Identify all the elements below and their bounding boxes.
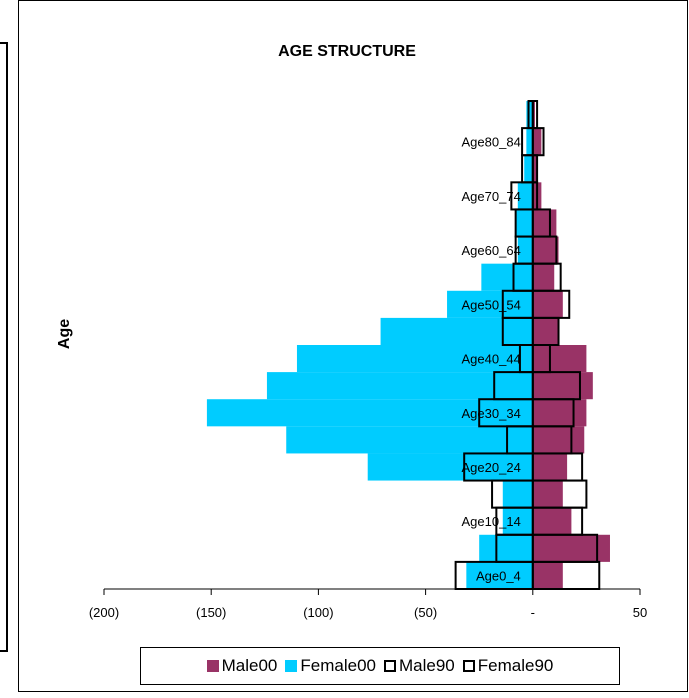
bar-female00-age70-74 — [517, 182, 533, 210]
bar-male00-age20-24 — [532, 453, 568, 481]
x-tick-label: (200) — [89, 605, 119, 620]
legend-item-female90: Female90 — [462, 656, 554, 676]
legend-swatch-female00 — [285, 660, 298, 672]
bar-female00-age35-39 — [266, 372, 533, 400]
legend-item-male90: Male90 — [384, 656, 455, 676]
bar-female00-age25-29 — [286, 426, 533, 454]
plot-area: (200) (150) (100) (50) - 50 Age0_4 Age10_14 Age2… — [89, 100, 647, 620]
adjacent-panel-edge — [0, 42, 8, 652]
bar-male00-age60-64 — [532, 236, 559, 264]
bar-male00-age25-29 — [532, 426, 585, 454]
chart-title: AGE STRUCTURE — [278, 43, 416, 60]
bar-female00-age50-54 — [447, 290, 533, 318]
bar-female00-age80-84 — [526, 128, 533, 156]
bar-female00-age15-19 — [502, 480, 533, 508]
x-tick-label: (100) — [303, 605, 333, 620]
bar-male00-age45-49 — [532, 317, 559, 345]
bar-male00-age50-54 — [532, 290, 563, 318]
bar-female00-age20-24 — [367, 453, 533, 481]
legend-label-male90: Male90 — [399, 656, 455, 675]
legend: Male00 Female00 Male90 Female90 — [140, 647, 620, 685]
bar-female00-age75-79 — [524, 155, 533, 183]
bar-female00-age10-14 — [502, 507, 533, 535]
bar-female00-age40-44 — [296, 345, 533, 373]
bar-female00-age0-4 — [466, 561, 533, 589]
legend-swatch-male90 — [384, 660, 396, 672]
legend-item-female00: Female00 — [285, 656, 376, 676]
bar-male00-age75-79 — [532, 155, 538, 183]
x-tick-label: (150) — [196, 605, 226, 620]
category-label-age60-64: Age60_64 — [462, 243, 521, 258]
bar-male00-age0-4 — [532, 561, 563, 589]
legend-label-male00: Male00 — [221, 656, 278, 675]
bar-male00-age30-34 — [532, 399, 587, 427]
category-label-age40-44: Age40_44 — [462, 352, 521, 367]
bar-female00-age65-69 — [515, 209, 533, 237]
bar-female00-age55-59 — [481, 263, 533, 291]
chart-frame: AGE STRUCTURE Age (200) (150) (100) (50) - 50… — [18, 0, 688, 692]
legend-label-female00: Female00 — [300, 656, 376, 675]
x-tick-label: - — [531, 605, 535, 620]
category-label-age20-24: Age20_24 — [462, 460, 521, 475]
bar-male00-age5-9 — [532, 534, 610, 562]
bar-female00-age5-9 — [479, 534, 533, 562]
category-label-age80-84: Age80_84 — [462, 135, 521, 150]
category-label-age30-34: Age30_34 — [462, 406, 521, 421]
bar-male00-age35-39 — [532, 372, 593, 400]
bar-male00-age80-84 — [532, 128, 542, 156]
bar-male00-age85- — [532, 101, 535, 129]
category-label-age50-54: Age50_54 — [462, 297, 521, 312]
legend-swatch-female90 — [462, 660, 475, 672]
bar-female00-age60-64 — [517, 236, 533, 264]
bar-male00-age65-69 — [532, 209, 557, 237]
y-axis-label: Age — [56, 319, 73, 349]
bar-female00-age85- — [526, 101, 533, 129]
bar-male00-age40-44 — [532, 345, 587, 373]
legend-item-male00: Male00 — [206, 656, 278, 676]
bar-male00-age15-19 — [532, 480, 563, 508]
legend-label-female90: Female90 — [477, 656, 554, 675]
legend-swatch-male00 — [206, 660, 219, 672]
x-tick-label: (50) — [414, 605, 437, 620]
bar-male00-age10-14 — [532, 507, 572, 535]
bar-female00-age45-49 — [380, 317, 533, 345]
category-label-age0-4: Age0_4 — [476, 568, 521, 583]
category-label-age10-14: Age10_14 — [462, 514, 521, 529]
x-tick-label: 50 — [633, 605, 647, 620]
chart: AGE STRUCTURE Age (200) (150) (100) (50) - 50… — [56, 43, 647, 620]
category-label-age70-74: Age70_74 — [462, 189, 521, 204]
bar-male00-age55-59 — [532, 263, 555, 291]
